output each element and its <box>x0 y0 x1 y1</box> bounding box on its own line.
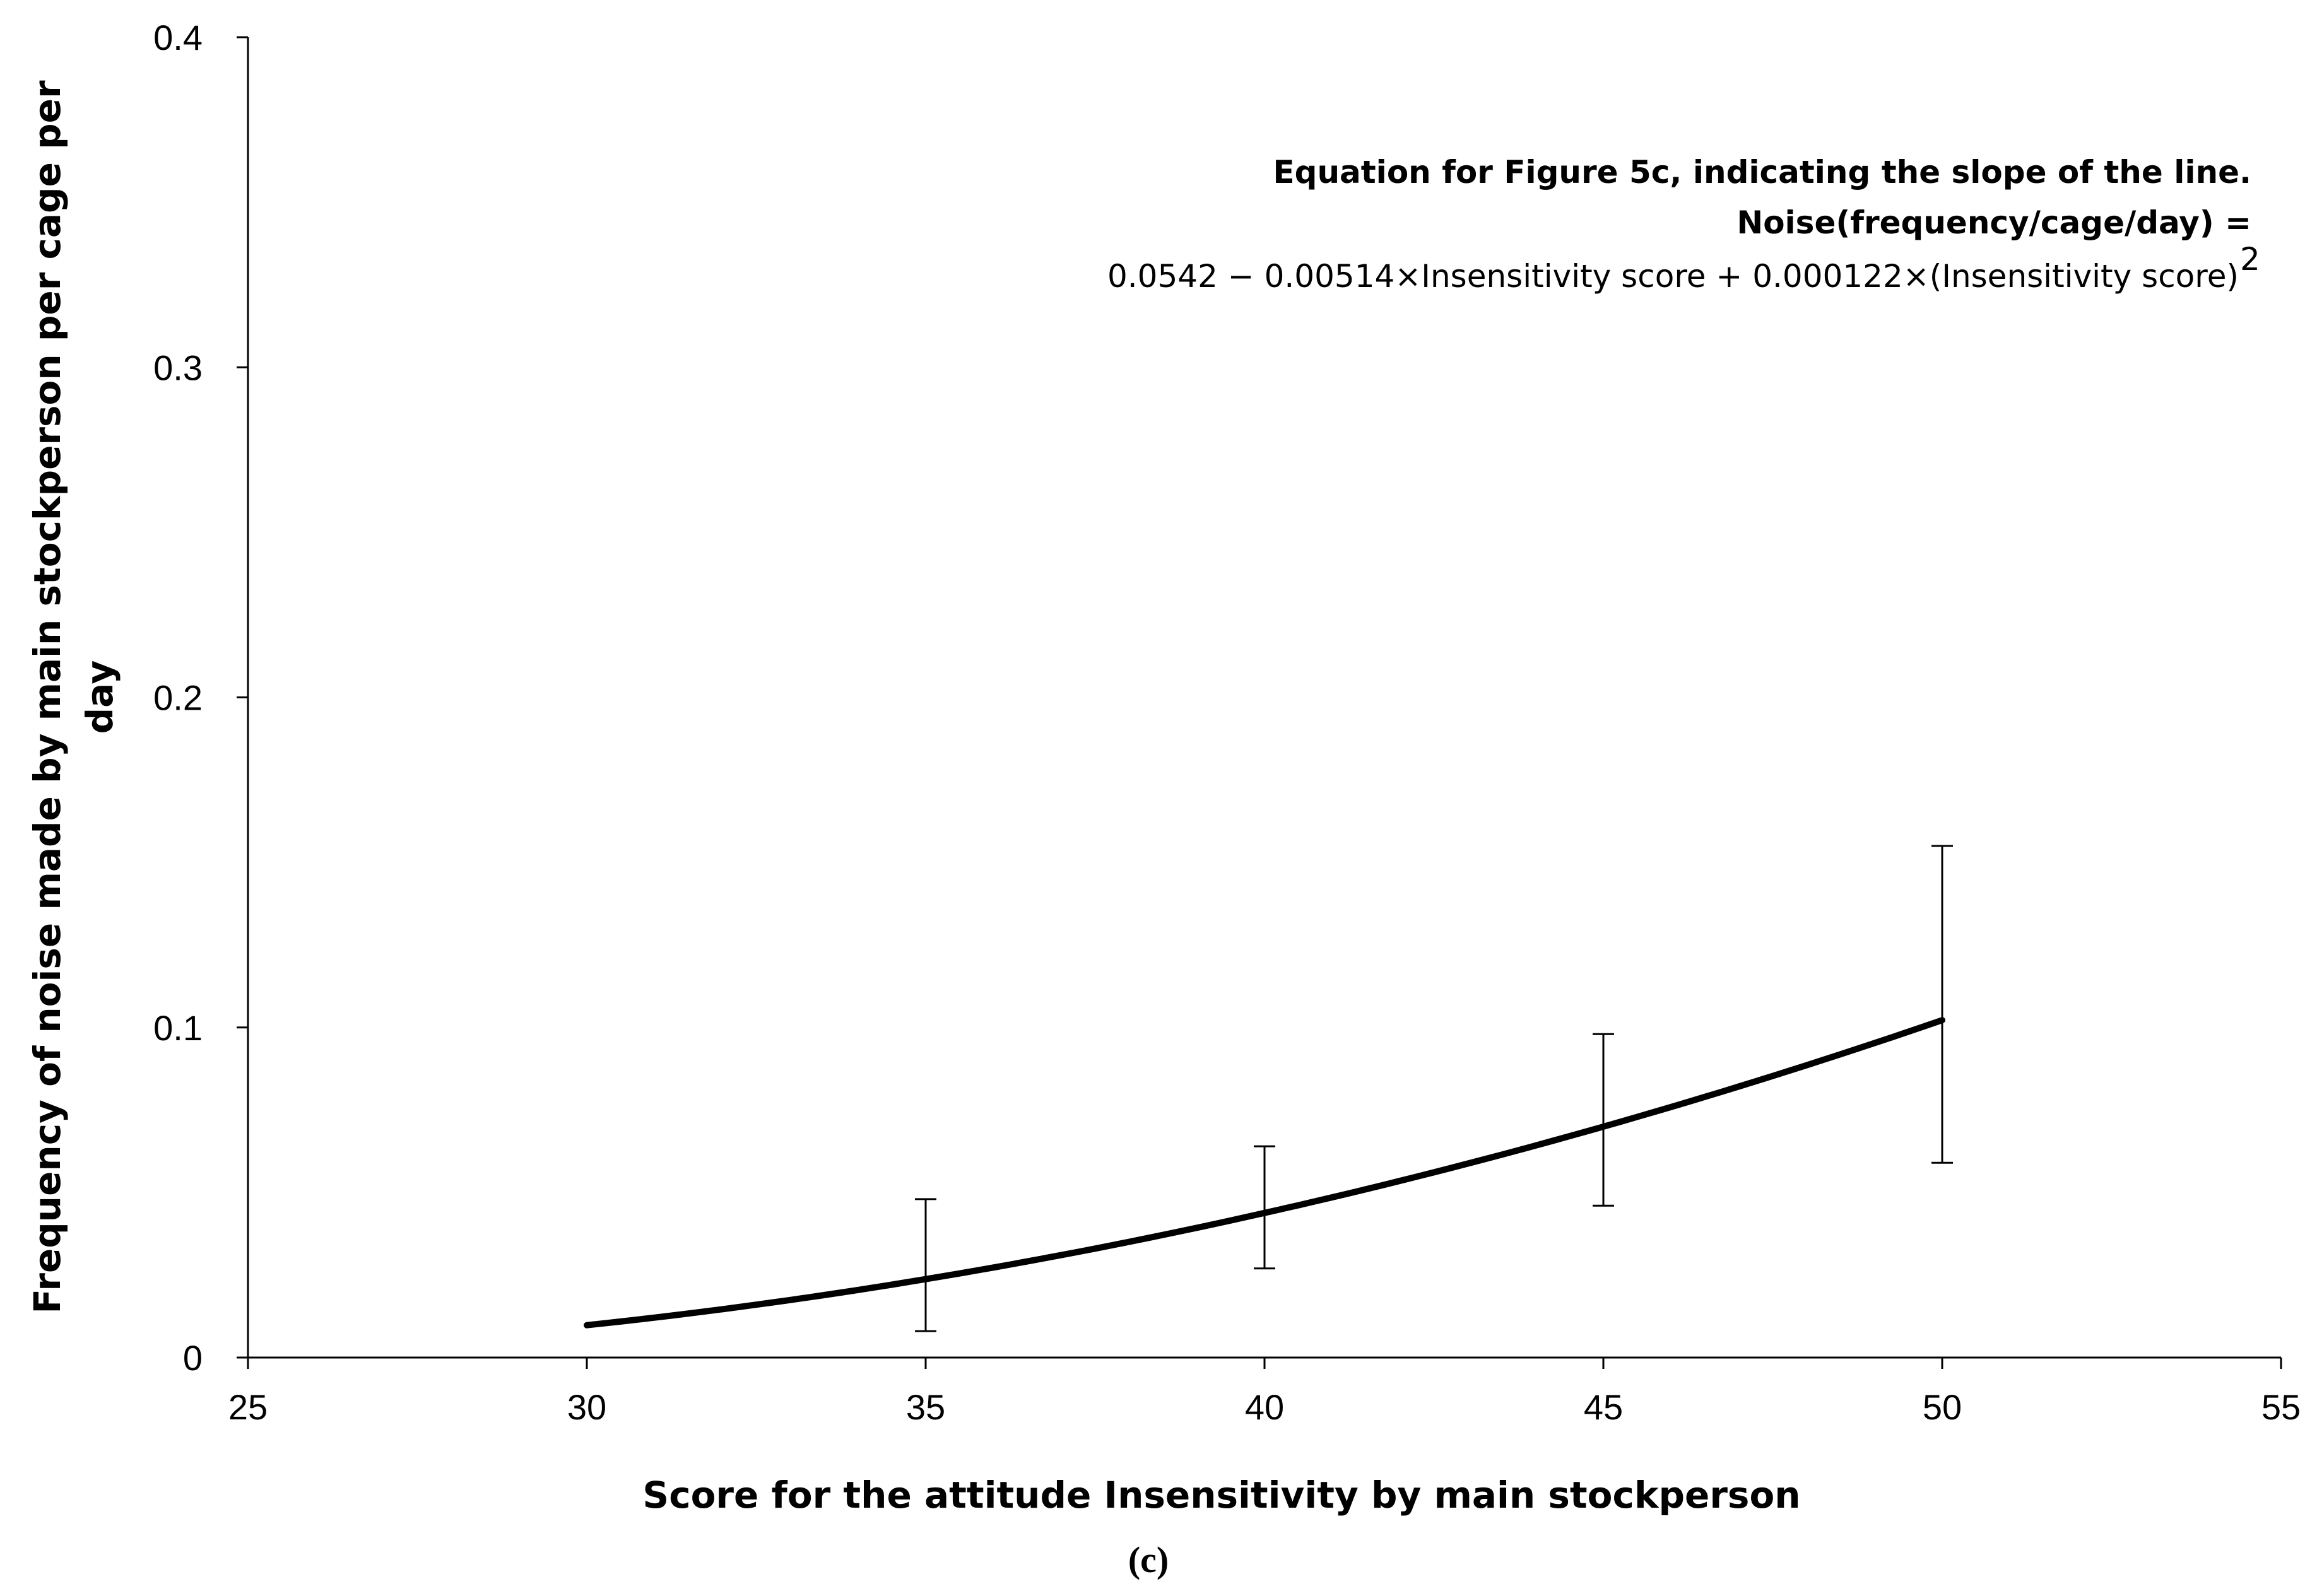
x-tick-label: 50 <box>1923 1387 1962 1427</box>
x-ticks: 25 30 35 40 45 50 55 <box>228 1358 2301 1427</box>
equation-line-1: Equation for Figure 5c, indicating the s… <box>1273 154 2252 191</box>
x-tick-label: 30 <box>567 1387 606 1427</box>
y-tick-label: 0.3 <box>153 348 203 387</box>
x-tick-label: 25 <box>228 1387 268 1427</box>
error-bars <box>915 845 1953 1332</box>
equation-superscript: 2 <box>2240 241 2260 278</box>
x-axis-title: Score for the attitude Insensitivity by … <box>642 1474 1800 1517</box>
y-tick-label: 0.1 <box>153 1008 203 1048</box>
x-tick-label: 45 <box>1584 1387 1623 1427</box>
figure-caption: (c) <box>1128 1539 1169 1580</box>
x-tick-label: 40 <box>1245 1387 1284 1427</box>
x-tick-label: 35 <box>906 1387 945 1427</box>
y-ticks: 0 0.1 0.2 0.3 0.4 <box>153 18 248 1378</box>
y-tick-label: 0 <box>183 1338 203 1378</box>
y-tick-label: 0.2 <box>153 678 203 718</box>
y-axis-title-line-2: day <box>78 660 121 734</box>
equation-line-2: Noise(frequency/cage/day) = <box>1736 204 2251 241</box>
y-tick-label: 0.4 <box>153 18 203 57</box>
y-axis-title-line-1: Frequency of noise made by main stockper… <box>26 80 69 1314</box>
fit-curve <box>584 1017 1945 1329</box>
x-tick-label: 55 <box>2261 1387 2301 1427</box>
equation-line-3: 0.0542 − 0.00514×Insensitivity score + 0… <box>1107 258 2239 295</box>
